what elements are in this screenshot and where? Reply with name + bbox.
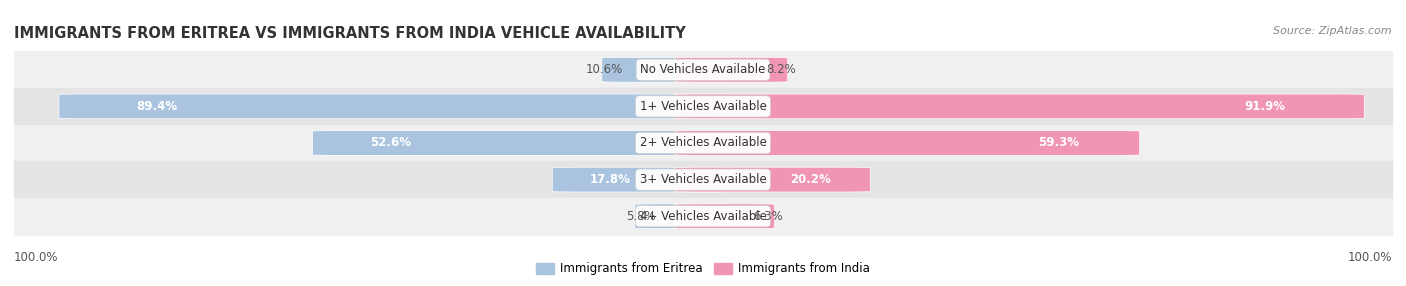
Text: 6.3%: 6.3%: [754, 210, 783, 223]
Text: 3+ Vehicles Available: 3+ Vehicles Available: [640, 173, 766, 186]
Text: 100.0%: 100.0%: [1347, 251, 1392, 264]
Text: 10.6%: 10.6%: [586, 63, 623, 76]
Text: 17.8%: 17.8%: [591, 173, 631, 186]
Text: 52.6%: 52.6%: [370, 136, 411, 150]
FancyBboxPatch shape: [675, 131, 1140, 155]
FancyBboxPatch shape: [675, 204, 775, 229]
Text: 2+ Vehicles Available: 2+ Vehicles Available: [640, 136, 766, 150]
Text: No Vehicles Available: No Vehicles Available: [640, 63, 766, 76]
Text: Source: ZipAtlas.com: Source: ZipAtlas.com: [1274, 26, 1392, 36]
FancyBboxPatch shape: [675, 57, 787, 82]
Legend: Immigrants from Eritrea, Immigrants from India: Immigrants from Eritrea, Immigrants from…: [531, 258, 875, 280]
Text: 8.2%: 8.2%: [766, 63, 796, 76]
Text: 5.8%: 5.8%: [627, 210, 657, 223]
Text: 59.3%: 59.3%: [1038, 136, 1078, 150]
FancyBboxPatch shape: [675, 94, 1364, 119]
FancyBboxPatch shape: [602, 57, 731, 82]
FancyBboxPatch shape: [59, 94, 731, 119]
FancyBboxPatch shape: [675, 167, 870, 192]
Text: 4+ Vehicles Available: 4+ Vehicles Available: [640, 210, 766, 223]
Text: 89.4%: 89.4%: [136, 100, 177, 113]
FancyBboxPatch shape: [312, 131, 731, 155]
Text: 91.9%: 91.9%: [1244, 100, 1285, 113]
Text: 20.2%: 20.2%: [790, 173, 831, 186]
Text: IMMIGRANTS FROM ERITREA VS IMMIGRANTS FROM INDIA VEHICLE AVAILABILITY: IMMIGRANTS FROM ERITREA VS IMMIGRANTS FR…: [14, 26, 686, 41]
Text: 1+ Vehicles Available: 1+ Vehicles Available: [640, 100, 766, 113]
Text: 100.0%: 100.0%: [14, 251, 59, 264]
FancyBboxPatch shape: [636, 204, 731, 229]
FancyBboxPatch shape: [553, 167, 731, 192]
